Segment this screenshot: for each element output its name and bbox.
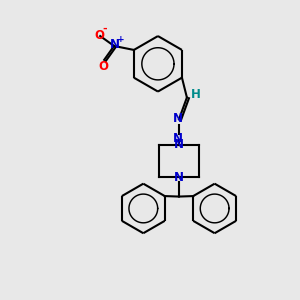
Text: +: +: [117, 34, 124, 43]
Text: N: N: [110, 38, 120, 52]
Text: H: H: [191, 88, 201, 101]
Text: O: O: [98, 60, 108, 73]
Text: N: N: [173, 112, 183, 125]
Text: O: O: [94, 28, 104, 42]
Text: N: N: [174, 171, 184, 184]
Text: N: N: [173, 132, 183, 145]
Text: N: N: [174, 138, 184, 151]
Text: -: -: [103, 24, 107, 34]
